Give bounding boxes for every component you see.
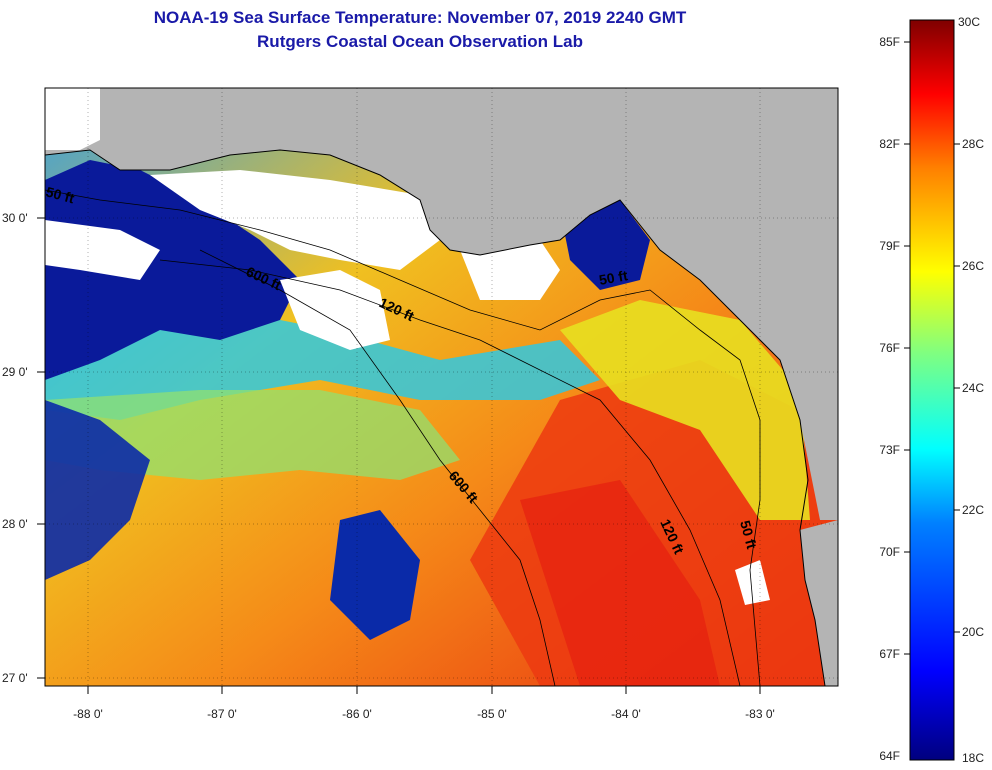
cloud-patch-4 [460,240,560,300]
lon-tick-label: -83 0' [745,707,775,721]
colorbar-f-label: 67F [879,647,900,661]
contour-120ft [159,259,741,686]
colorbar-c-label: 24C [962,381,984,395]
colorbar-c-label: 28C [962,137,984,151]
colorbar-f-label: 70F [879,545,900,559]
cold-water-southwest [45,400,150,580]
contour-label: 50 ft [44,183,76,206]
land-florida-peninsula [800,520,838,686]
colorbar-f-label: 79F [879,239,900,253]
cloud-patch-2 [150,170,440,270]
shelf-water-region [560,300,810,520]
colorbar-c-label: 18C [962,751,984,765]
cold-water-south [330,510,420,640]
colorbar-c-label: 30C [958,15,980,29]
lat-tick-label: 28 0' [2,517,28,531]
land-gulf-coast [45,88,838,520]
lat-tick-label: 30 0' [2,211,28,225]
colorbar-c-label: 20C [962,625,984,639]
cloud-patch-1 [45,220,160,280]
colorbar-c-label: 22C [962,503,984,517]
lon-tick-label: -87 0' [207,707,237,721]
colorbar-c-label: 26C [962,259,984,273]
map-subtitle: Rutgers Coastal Ocean Observation Lab [257,32,583,51]
contour-label: 50 ft [598,267,629,288]
colorbar-f-label: 73F [879,443,900,457]
colorbar-ticks [904,41,960,655]
cold-water-west [45,160,300,380]
lon-tick-label: -88 0' [73,707,103,721]
contour-600ft [199,249,556,686]
cloud-patch-5 [735,560,770,605]
lat-tick-label: 27 0' [2,671,28,685]
coastline [45,149,826,686]
map-area: 50 ft 600 ft 120 ft 50 ft 600 ft 120 ft … [44,88,838,686]
cloud-patch-3 [280,270,390,350]
lat-tick-label: 29 0' [2,365,28,379]
colorbar-f-label: 76F [879,341,900,355]
colorbar-f-label: 85F [879,35,900,49]
map-frame [44,87,839,687]
transition-water-band [45,390,460,480]
lon-tick-label: -85 0' [477,707,507,721]
contour-label: 50 ft [737,519,760,551]
lon-tick-label: -86 0' [342,707,372,721]
colorbar [909,19,955,761]
graticule [45,88,838,686]
axis-ticks [37,217,761,694]
cold-water-bigbend [560,200,650,290]
colorbar-f-label: 82F [879,137,900,151]
cloud-over-land [45,88,100,150]
colorbar-f-label: 64F [879,749,900,763]
hot-water-region [520,480,720,686]
lon-tick-label: -84 0' [611,707,641,721]
map-title: NOAA-19 Sea Surface Temperature: Novembe… [153,8,687,27]
